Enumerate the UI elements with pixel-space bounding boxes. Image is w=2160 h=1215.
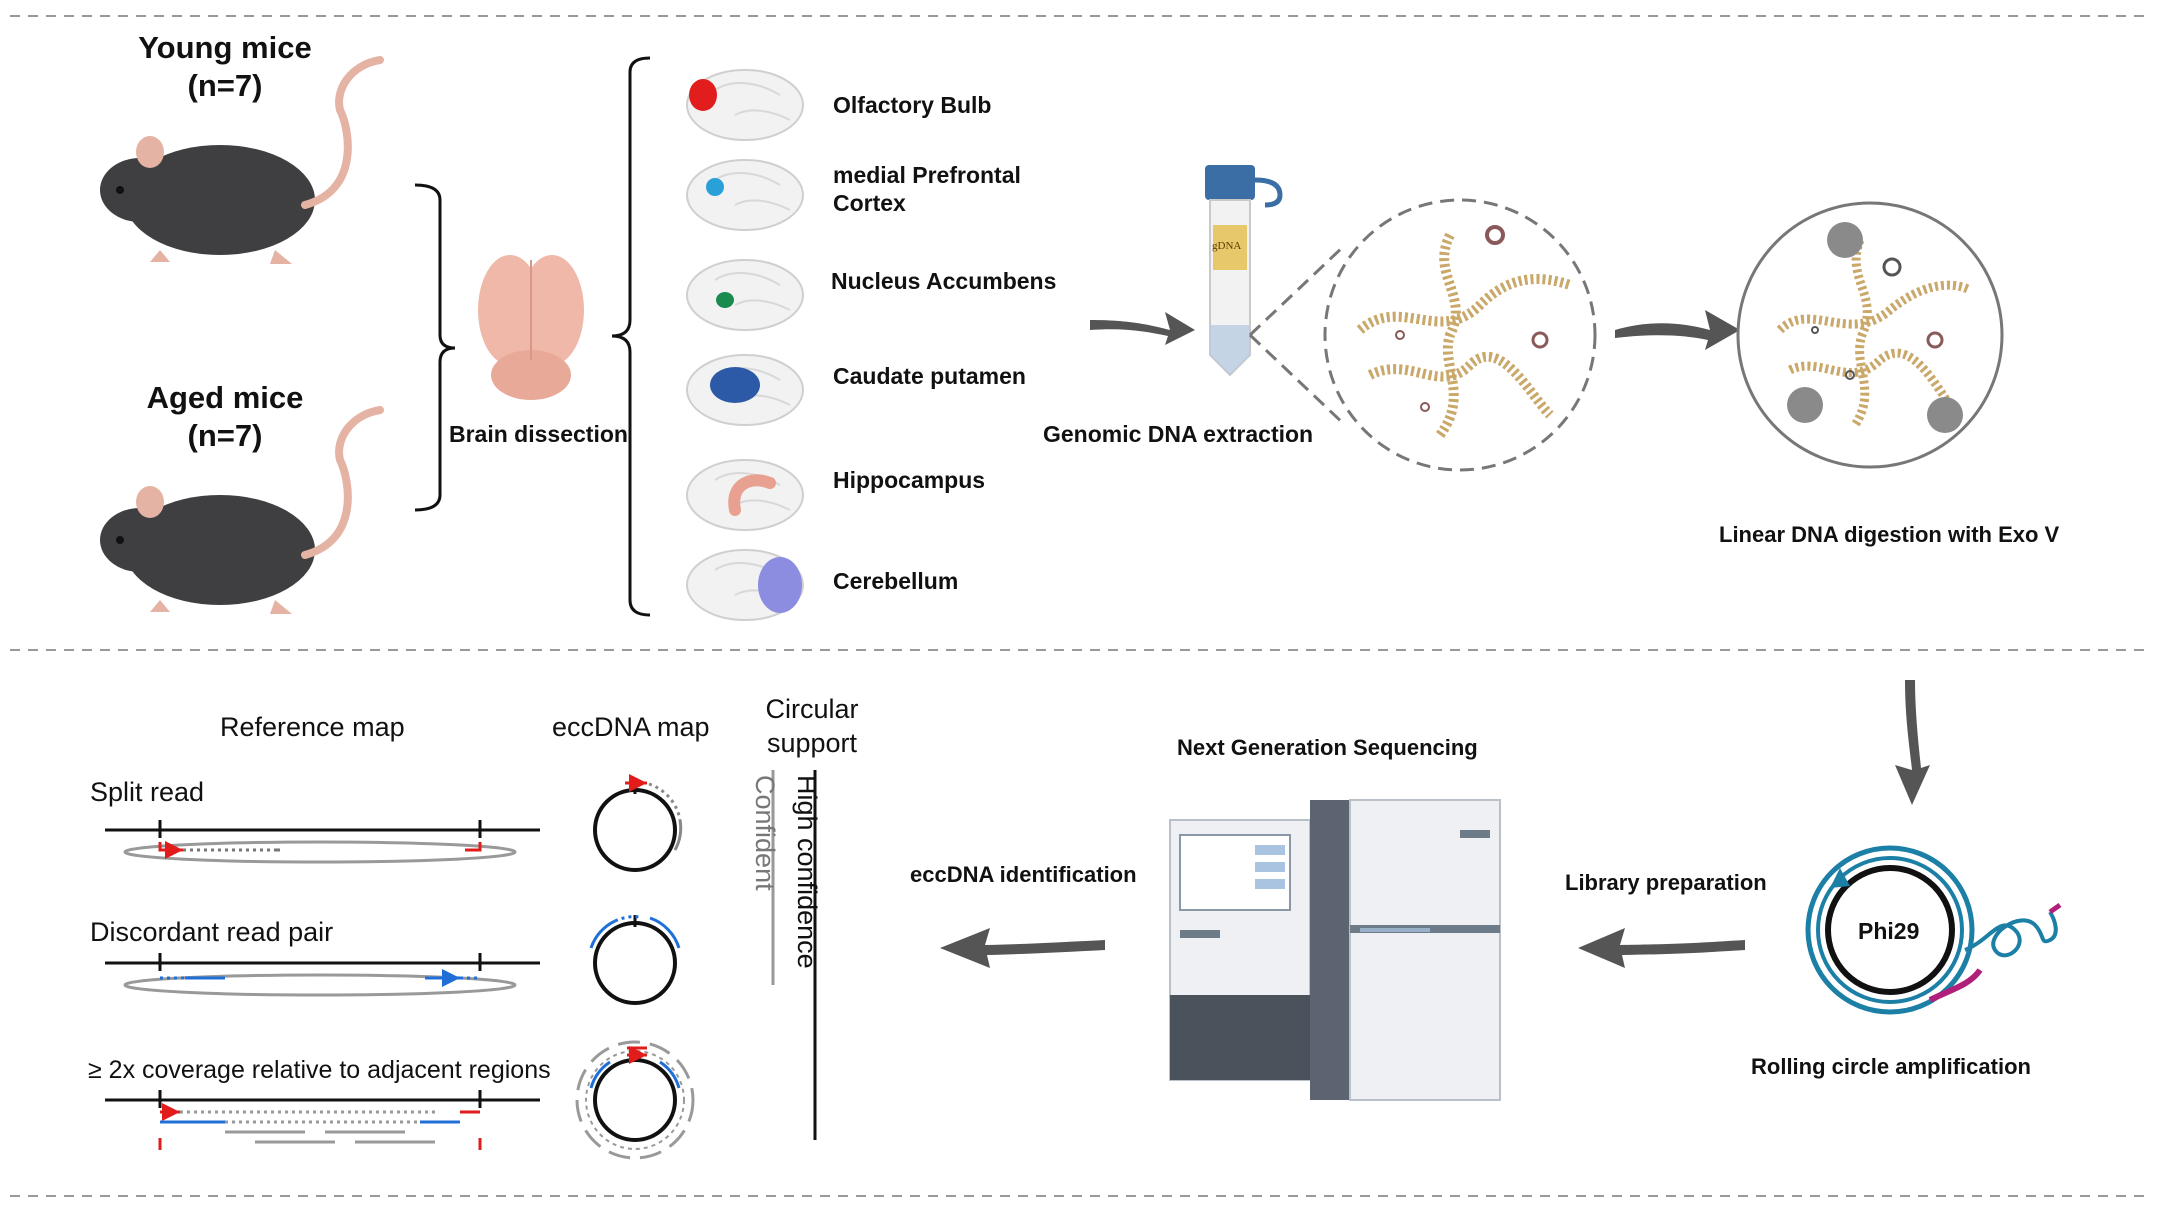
split-read-eccdna-circle	[593, 774, 683, 872]
phi29-label: Phi29	[1858, 918, 1920, 944]
confident-label: Confident	[750, 775, 780, 891]
aged-mice-title: Aged mice	[146, 380, 304, 415]
genomic-dna-zoom	[1323, 198, 1597, 472]
discordant-reference	[105, 953, 540, 997]
coverage-reference	[105, 1090, 540, 1150]
rca-label: Rolling circle amplification	[1751, 1054, 2031, 1079]
region-brain-hippocampus-icon	[686, 459, 804, 531]
brain-icon	[478, 255, 584, 400]
region-brain-nacc-icon	[686, 259, 804, 331]
reference-map-heading: Reference map	[220, 712, 405, 742]
high-confidence-label: High confidence	[792, 775, 822, 969]
coverage-eccdna-circle	[575, 1040, 695, 1160]
region-label-hippocampus: Hippocampus	[833, 467, 986, 493]
region-label-olfactory-bulb: Olfactory Bulb	[833, 92, 992, 118]
discordant-eccdna-circle	[589, 915, 681, 1005]
rca-illustration	[1805, 845, 2062, 1015]
young-mice-title: Young mice	[138, 30, 312, 65]
arrow-to-sequencer	[1578, 928, 1745, 968]
exo-digestion-zoom	[1736, 201, 2004, 469]
cohort-bracket	[414, 183, 456, 512]
exo-digestion-label: Linear DNA digestion with Exo V	[1719, 522, 2060, 547]
sequencer-icon	[1169, 799, 1501, 1101]
region-bracket	[611, 56, 651, 617]
gdna-tube-label: gDNA	[1212, 240, 1242, 252]
circular-support-heading: Circular support	[765, 694, 859, 758]
arrow-down-to-rca	[1895, 680, 1930, 805]
region-brain-cerebellum-icon	[686, 549, 804, 621]
ngs-label: Next Generation Sequencing	[1177, 735, 1478, 760]
aged-mice-count: (n=7)	[187, 418, 263, 453]
split-read-reference	[105, 820, 540, 864]
brain-dissection-label: Brain dissection	[449, 421, 628, 447]
discordant-pair-label: Discordant read pair	[90, 917, 334, 947]
region-label-mpfc: medial Prefrontal Cortex	[833, 162, 1021, 216]
region-brain-cpu-icon	[686, 354, 804, 426]
coverage-label: ≥ 2x coverage relative to adjacent regio…	[88, 1056, 551, 1084]
region-label-cerebellum: Cerebellum	[833, 568, 959, 594]
eccdna-map-heading: eccDNA map	[552, 712, 710, 742]
arrow-to-identification	[940, 928, 1105, 968]
arrow-to-exo	[1615, 310, 1740, 350]
region-label-nucleus-accumbens: Nucleus Accumbens	[831, 268, 1057, 294]
genomic-extraction-label: Genomic DNA extraction	[1043, 421, 1314, 447]
region-label-caudate-putamen: Caudate putamen	[833, 363, 1026, 389]
region-brain-mpfc-icon	[686, 159, 804, 231]
region-brain-olfactory-bulb-icon	[686, 69, 804, 141]
split-read-label: Split read	[90, 777, 205, 807]
ecc-identification-label: eccDNA identification	[910, 862, 1137, 887]
gdna-tube-icon	[1205, 165, 1283, 377]
young-mice-count: (n=7)	[187, 68, 263, 103]
library-prep-label: Library preparation	[1565, 870, 1767, 895]
arrow-to-tube	[1090, 312, 1195, 345]
